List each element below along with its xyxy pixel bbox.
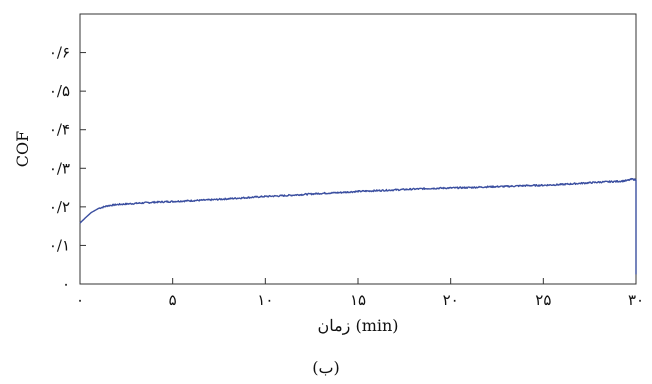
y-axis-ticks: ۰ ۰/۱ ۰/۲ ۰/۳ ۰/۴ ۰/۵ ۰/۶: [49, 44, 86, 293]
y-tick-label: ۰/۲: [49, 198, 70, 216]
x-tick-label: ۵: [169, 291, 177, 309]
x-tick-label: ۱۰: [257, 291, 273, 309]
plot-frame: [79, 13, 637, 285]
x-tick-label: ۱۵: [350, 291, 366, 309]
x-tick-label: ۰: [76, 291, 84, 309]
y-axis-label: COF: [13, 131, 32, 167]
y-tick-label: ۰: [62, 275, 70, 293]
x-tick-label: ۲۵: [535, 291, 551, 309]
x-axis-ticks: ۰ ۵ ۱۰ ۱۵ ۲۰ ۲۵ ۳۰: [76, 278, 644, 309]
y-tick-label: ۰/۴: [49, 121, 70, 139]
x-axis-label: زمان (min): [317, 316, 398, 335]
y-tick-label: ۰/۳: [49, 159, 70, 177]
y-tick-label: ۰/۱: [49, 236, 70, 254]
x-tick-label: ۲۰: [443, 291, 459, 309]
cof-series-line: [79, 177, 637, 275]
x-tick-label: ۳۰: [628, 291, 644, 309]
y-tick-label: ۰/۵: [49, 82, 70, 100]
y-tick-label: ۰/۶: [49, 44, 70, 62]
figure-caption: (ب): [312, 358, 340, 377]
